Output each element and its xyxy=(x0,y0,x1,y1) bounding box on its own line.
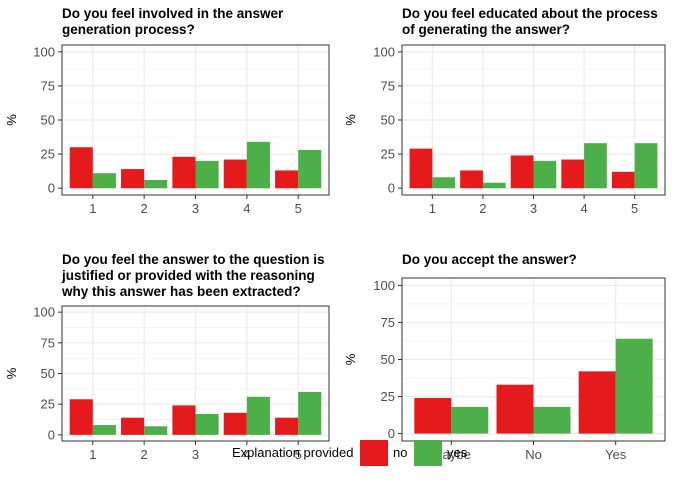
chart-panels: Do you feel involved in the answergenera… xyxy=(4,6,666,462)
y-axis-label: % xyxy=(343,353,358,365)
x-tick-label: 1 xyxy=(89,447,96,462)
chart-title-line: Do you accept the answer? xyxy=(402,252,577,267)
y-tick-label: 0 xyxy=(388,181,395,196)
legend: Explanation provided no yes xyxy=(232,440,468,466)
bar-yes-1 xyxy=(92,425,116,435)
x-tick-label: 2 xyxy=(479,201,486,216)
bar-no-Maybe xyxy=(414,398,452,434)
y-tick-label: 75 xyxy=(381,78,395,93)
y-tick-label: 25 xyxy=(41,147,55,162)
bar-no-2 xyxy=(460,170,483,189)
y-tick-label: 0 xyxy=(388,426,395,441)
chart-title-line: justified or provided with the reasoning xyxy=(61,268,315,283)
bar-no-2 xyxy=(121,169,145,189)
legend-label-yes: yes xyxy=(447,445,468,460)
chart-panel-1: Do you feel involved in the answergenera… xyxy=(4,6,330,216)
x-tick-label: Yes xyxy=(605,447,627,462)
chart-title-line: generation process? xyxy=(62,22,195,37)
bar-no-3 xyxy=(510,155,534,189)
y-tick-label: 75 xyxy=(41,335,55,350)
y-tick-label: 50 xyxy=(381,113,395,128)
bar-no-5 xyxy=(275,170,299,189)
x-tick-label: 4 xyxy=(243,201,250,216)
y-tick-label: 0 xyxy=(48,427,55,442)
y-tick-label: 75 xyxy=(41,78,55,93)
chart-title-line: Do you feel educated about the process xyxy=(402,6,658,21)
y-tick-label: 25 xyxy=(381,389,395,404)
bar-yes-1 xyxy=(92,173,116,189)
y-tick-label: 25 xyxy=(41,397,55,412)
bar-yes-Maybe xyxy=(451,406,489,434)
bar-no-4 xyxy=(223,412,247,435)
x-tick-label: 4 xyxy=(243,447,250,462)
bar-no-1 xyxy=(69,147,93,189)
bar-yes-5 xyxy=(634,143,658,189)
bar-yes-5 xyxy=(298,150,322,189)
x-tick-label: 4 xyxy=(580,201,587,216)
x-tick-label: 1 xyxy=(429,201,436,216)
bar-no-5 xyxy=(275,417,299,435)
bar-yes-2 xyxy=(482,182,506,189)
bar-yes-1 xyxy=(432,177,456,189)
bar-no-5 xyxy=(611,171,635,189)
x-tick-label: 2 xyxy=(141,447,148,462)
chart-panel-2: Do you feel educated about the processof… xyxy=(343,6,666,216)
x-tick-label: 3 xyxy=(192,447,199,462)
y-tick-label: 25 xyxy=(381,147,395,162)
y-tick-label: 100 xyxy=(33,305,55,320)
bar-yes-3 xyxy=(533,160,557,189)
bar-yes-2 xyxy=(144,426,168,435)
chart-panel-4: Do you accept the answer?0255075100Maybe… xyxy=(343,252,666,462)
y-axis-label: % xyxy=(4,114,19,126)
bar-no-4 xyxy=(223,159,247,189)
x-tick-label: 5 xyxy=(295,447,302,462)
y-tick-label: 50 xyxy=(41,113,55,128)
y-tick-label: 100 xyxy=(373,44,395,59)
legend-swatch-no xyxy=(360,440,388,466)
bar-no-3 xyxy=(172,405,196,435)
bar-no-4 xyxy=(561,159,585,189)
y-axis-label: % xyxy=(343,114,358,126)
bar-yes-3 xyxy=(195,414,219,435)
bar-yes-2 xyxy=(144,180,168,189)
y-axis-label: % xyxy=(4,367,19,379)
y-tick-label: 100 xyxy=(33,44,55,59)
x-tick-label: 2 xyxy=(141,201,148,216)
bar-yes-3 xyxy=(195,160,219,189)
bar-no-3 xyxy=(172,156,196,189)
chart-panel-3: Do you feel the answer to the question i… xyxy=(4,252,330,462)
bar-yes-4 xyxy=(246,141,270,189)
bar-no-1 xyxy=(409,148,433,189)
y-tick-label: 0 xyxy=(48,181,55,196)
legend-swatch-yes xyxy=(414,440,442,466)
x-tick-label: 5 xyxy=(631,201,638,216)
bar-yes-No xyxy=(533,406,571,434)
x-tick-label: No xyxy=(525,447,542,462)
y-tick-label: 75 xyxy=(381,315,395,330)
bar-no-1 xyxy=(69,399,93,435)
x-tick-label: 5 xyxy=(295,201,302,216)
legend-label-no: no xyxy=(393,445,407,460)
x-tick-label: 3 xyxy=(192,201,199,216)
chart-title-line: of generating the answer? xyxy=(402,22,570,37)
legend-title: Explanation provided xyxy=(232,445,353,460)
y-tick-label: 100 xyxy=(373,278,395,293)
chart-title-line: why this answer has been extracted? xyxy=(61,284,301,299)
x-tick-label: 3 xyxy=(530,201,537,216)
bar-yes-Yes xyxy=(615,338,653,434)
bar-yes-4 xyxy=(246,396,270,435)
chart-title-line: Do you feel involved in the answer xyxy=(62,6,284,21)
bar-no-2 xyxy=(121,417,145,435)
bar-yes-5 xyxy=(298,391,322,435)
y-tick-label: 50 xyxy=(381,352,395,367)
chart-title-line: Do you feel the answer to the question i… xyxy=(62,252,325,267)
x-tick-label: 1 xyxy=(89,201,96,216)
bar-yes-4 xyxy=(584,143,607,189)
bar-no-No xyxy=(496,384,534,434)
bar-no-Yes xyxy=(578,371,616,434)
y-tick-label: 50 xyxy=(41,366,55,381)
